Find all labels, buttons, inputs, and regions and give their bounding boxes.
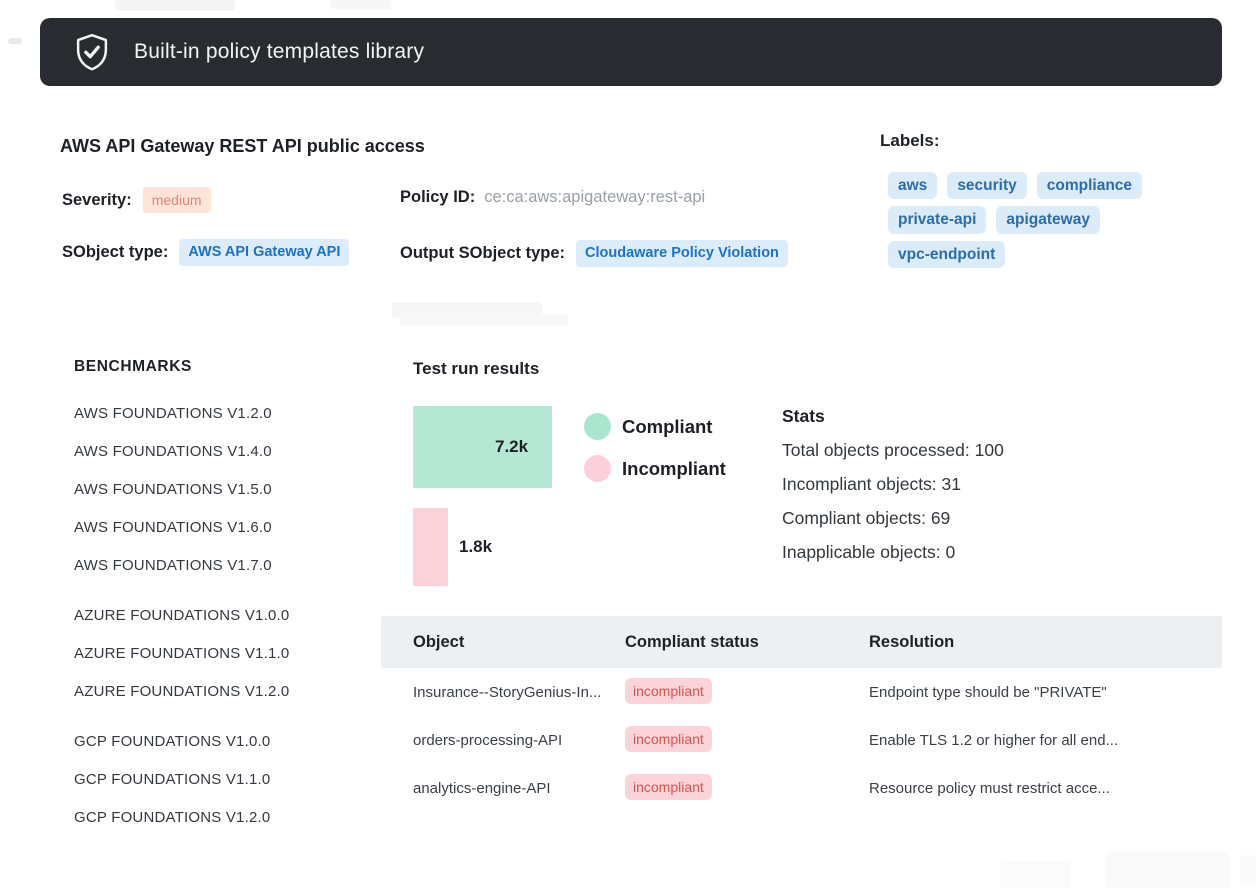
status-badge: incompliant [625, 678, 712, 704]
label-chip[interactable]: compliance [1036, 172, 1143, 200]
benchmark-item[interactable]: GCP FOUNDATIONS V1.2.0 [74, 809, 271, 826]
status-cell: incompliant [625, 678, 869, 704]
output-sobject-type-badge[interactable]: Cloudaware Policy Violation [576, 240, 788, 267]
label-chip[interactable]: apigateway [996, 206, 1100, 234]
label-chip[interactable]: vpc-endpoint [888, 240, 1006, 269]
object-cell: analytics-engine-API [413, 779, 551, 797]
shield-check-icon [74, 33, 110, 71]
stats-line: Incompliant objects: 31 [782, 474, 961, 494]
status-cell: incompliant [625, 774, 869, 800]
background-artifact [1000, 862, 1070, 888]
page-header-banner: Built-in policy templates library [40, 18, 1222, 86]
compliant-swatch-icon [584, 413, 611, 440]
incompliant-swatch-icon [584, 455, 611, 482]
stats-line: Inapplicable objects: 0 [782, 542, 956, 562]
background-artifact [1240, 855, 1256, 885]
sobject-type-label: SObject type: [62, 242, 169, 261]
legend-label: Incompliant [622, 457, 726, 479]
table-row[interactable]: Insurance--StoryGenius-In... incompliant… [381, 668, 1222, 716]
sobject-type-row: SObject type: AWS API Gateway API [62, 239, 350, 266]
column-header-resolution: Resolution [869, 632, 955, 651]
background-artifact [400, 314, 568, 326]
resolution-cell: Resource policy must restrict acce... [869, 779, 1110, 797]
stats-line: Compliant objects: 69 [782, 508, 951, 528]
resolution-cell: Enable TLS 1.2 or higher for all end... [869, 731, 1119, 749]
page-title: Built-in policy templates library [134, 40, 425, 63]
resolution-cell: Endpoint type should be "PRIVATE" [869, 683, 1107, 701]
test-run-bar-chart: 7.2k 1.8k [413, 406, 552, 586]
label-chip[interactable]: aws [888, 172, 938, 200]
benchmark-item[interactable]: AWS FOUNDATIONS V1.4.0 [74, 443, 272, 460]
background-artifact [8, 38, 22, 44]
benchmark-item[interactable]: AZURE FOUNDATIONS V1.2.0 [74, 683, 290, 700]
benchmarks-heading: BENCHMARKS [74, 358, 192, 375]
legend-label: Compliant [622, 415, 713, 437]
results-table: Object Compliant status Resolution Insur… [381, 616, 1222, 812]
background-artifact [115, 0, 235, 11]
policy-id-row: Policy ID: ce:ca:aws:apigateway:rest-api [400, 188, 705, 207]
stats-section: Stats Total objects processed: 100 Incom… [782, 406, 1004, 563]
table-row[interactable]: orders-processing-API incompliant Enable… [381, 716, 1222, 764]
policy-id-value: ce:ca:aws:apigateway:rest-api [484, 188, 706, 206]
compliant-bar-value: 7.2k [495, 437, 529, 456]
status-cell: incompliant [625, 726, 869, 752]
table-row[interactable]: analytics-engine-API incompliant Resourc… [381, 764, 1222, 812]
policy-title: AWS API Gateway REST API public access [60, 136, 425, 156]
background-artifact [330, 0, 392, 9]
benchmark-item[interactable]: AZURE FOUNDATIONS V1.1.0 [74, 645, 290, 662]
stats-heading: Stats [782, 406, 825, 426]
object-cell: Insurance--StoryGenius-In... [413, 683, 602, 701]
benchmark-item[interactable]: AWS FOUNDATIONS V1.2.0 [74, 405, 272, 422]
benchmark-item[interactable]: AWS FOUNDATIONS V1.7.0 [74, 557, 272, 574]
test-run-heading: Test run results [413, 359, 540, 378]
policy-id-label: Policy ID: [400, 188, 476, 206]
background-artifact [1105, 852, 1230, 888]
output-sobject-type-row: Output SObject type: Cloudaware Policy V… [400, 240, 788, 267]
stats-line: Total objects processed: 100 [782, 440, 1004, 460]
benchmark-item[interactable]: AZURE FOUNDATIONS V1.0.0 [74, 607, 290, 624]
chart-legend: Compliant Incompliant [584, 413, 726, 482]
status-badge: incompliant [625, 774, 712, 800]
incompliant-bar: 1.8k [413, 508, 492, 586]
benchmarks-section: BENCHMARKS AWS FOUNDATIONS V1.2.0 AWS FO… [74, 358, 289, 826]
labels-chip-list: aws security compliance private-api apig… [888, 172, 1170, 269]
labels-heading: Labels: [880, 131, 940, 150]
benchmark-item[interactable]: AWS FOUNDATIONS V1.6.0 [74, 519, 272, 536]
table-header-row: Object Compliant status Resolution [381, 616, 1222, 668]
labels-section: Labels: aws security compliance private-… [880, 131, 1170, 269]
severity-label: Severity: [62, 190, 132, 209]
benchmarks-group-gcp: GCP FOUNDATIONS V1.0.0 GCP FOUNDATIONS V… [74, 733, 289, 826]
compliant-bar: 7.2k [413, 406, 552, 488]
benchmarks-group-azure: AZURE FOUNDATIONS V1.0.0 AZURE FOUNDATIO… [74, 607, 289, 700]
benchmark-item[interactable]: AWS FOUNDATIONS V1.5.0 [74, 481, 272, 498]
benchmark-item[interactable]: GCP FOUNDATIONS V1.1.0 [74, 771, 271, 788]
legend-item-compliant: Compliant [584, 413, 726, 440]
label-chip[interactable]: security [947, 172, 1027, 200]
benchmarks-group-aws: AWS FOUNDATIONS V1.2.0 AWS FOUNDATIONS V… [74, 405, 289, 574]
incompliant-bar-value: 1.8k [459, 537, 493, 556]
column-header-compliant-status: Compliant status [625, 632, 759, 651]
severity-row: Severity: medium [62, 187, 211, 213]
status-badge: incompliant [625, 726, 712, 752]
legend-item-incompliant: Incompliant [584, 455, 726, 482]
benchmark-item[interactable]: GCP FOUNDATIONS V1.0.0 [74, 733, 271, 750]
column-header-object: Object [413, 632, 465, 651]
object-cell: orders-processing-API [413, 731, 563, 749]
severity-badge: medium [142, 187, 211, 213]
label-chip[interactable]: private-api [888, 206, 987, 234]
output-sobject-type-label: Output SObject type: [400, 243, 565, 262]
sobject-type-badge[interactable]: AWS API Gateway API [179, 239, 350, 266]
